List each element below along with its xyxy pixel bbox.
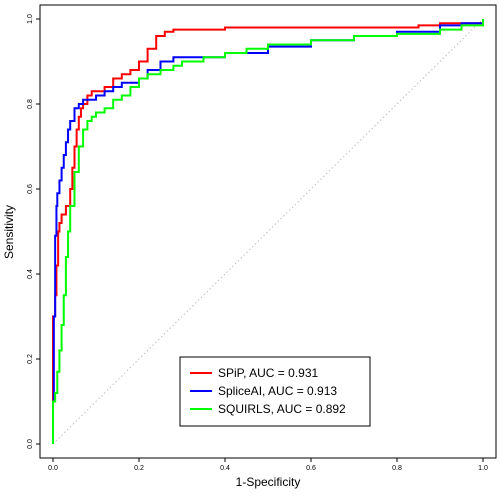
x-tick-label: 1.0 <box>478 465 488 472</box>
series-line-3 <box>52 19 484 444</box>
y-axis-title: Sensitivity <box>2 205 16 259</box>
legend-label-1: SPiP, AUC = 0.931 <box>218 366 319 380</box>
plot-frame <box>39 4 497 459</box>
y-tick-label: 1.0 <box>27 14 34 24</box>
plot-area <box>52 18 484 445</box>
y-tick-label: 0.2 <box>27 354 34 364</box>
x-tick-label: 0.2 <box>134 465 144 472</box>
legend: SPiP, AUC = 0.931 SpliceAI, AUC = 0.913 SQ… <box>179 356 371 427</box>
x-tick-label: 0.6 <box>306 465 316 472</box>
x-tick-label: 0.4 <box>220 465 230 472</box>
x-axis-title: 1-Specificity <box>236 475 301 489</box>
x-tick-label: 0.8 <box>392 465 402 472</box>
legend-label-2: SpliceAI, AUC = 0.913 <box>218 384 337 398</box>
x-tick-label: 0.0 <box>48 465 58 472</box>
axes: 0.0 0.2 0.4 0.6 0.8 1.0 0.0 0.2 0.4 0.6 0.8 1.0 <box>27 4 497 472</box>
series-line-1 <box>52 19 484 444</box>
y-tick-label: 0.0 <box>27 439 34 449</box>
y-tick-label: 0.4 <box>27 269 34 279</box>
reference-diagonal-line <box>52 18 484 445</box>
y-tick-label: 0.6 <box>27 184 34 194</box>
legend-label-3: SQUIRLS, AUC = 0.892 <box>218 402 346 416</box>
y-tick-label: 0.8 <box>27 99 34 109</box>
